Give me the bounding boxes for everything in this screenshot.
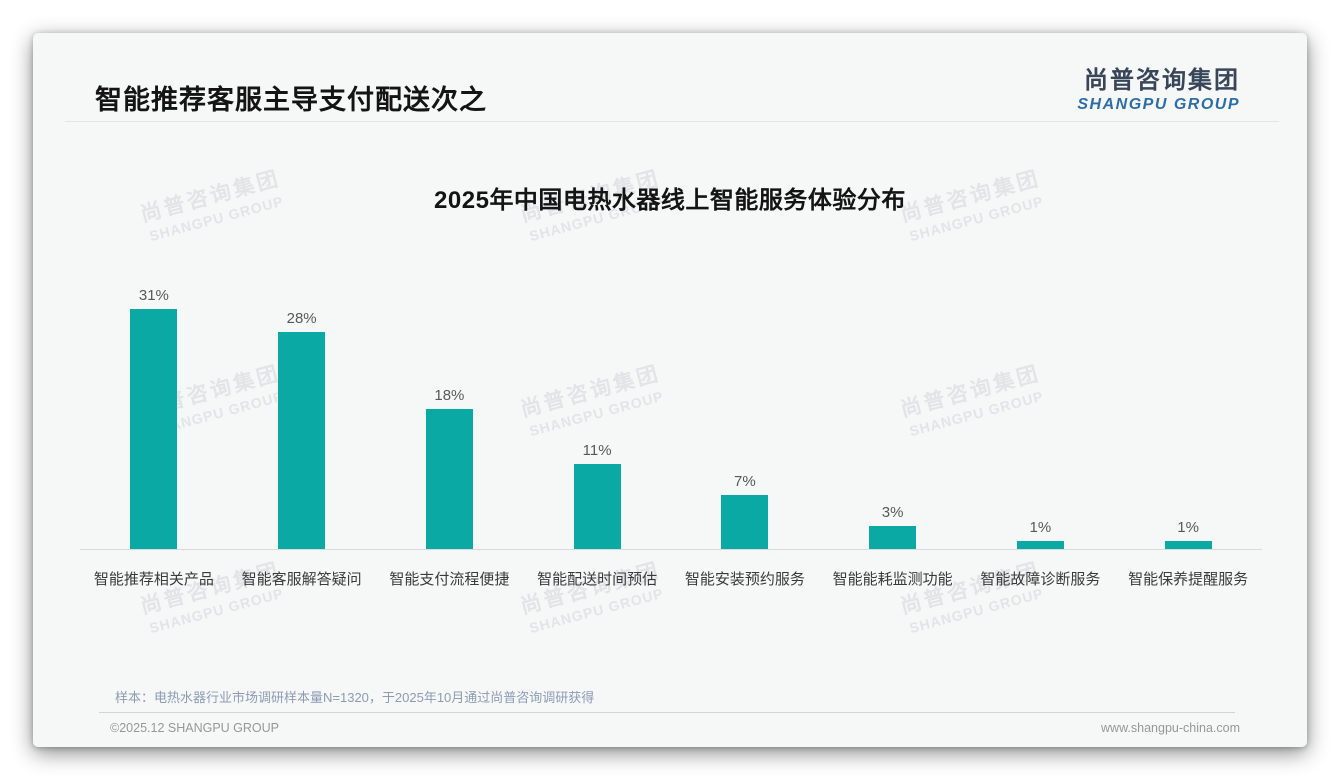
bar-column: 3% <box>819 286 967 549</box>
bar-column: 7% <box>671 286 819 549</box>
bar <box>278 332 326 549</box>
bar-value-label: 28% <box>286 310 317 327</box>
x-axis-labels: 智能推荐相关产品 智能客服解答疑问 智能支付流程便捷 智能配送时间预估 智能安装预约服务… <box>80 568 1262 589</box>
chart-title: 2025年中国电热水器线上智能服务体验分布 <box>434 187 906 214</box>
bar-column: 31% <box>80 286 228 549</box>
slide-card: 尚普咨询集团 SHANGPU GROUP 尚普咨询集团 SHANGPU GROU… <box>33 33 1307 747</box>
x-axis-label: 智能支付流程便捷 <box>389 571 510 588</box>
x-axis-label: 智能能耗监测功能 <box>832 571 953 588</box>
watermark: 尚普咨询集团 SHANGPU GROUP <box>885 554 1061 642</box>
footer-bar: ©2025.12 SHANGPU GROUP www.shangpu-china… <box>110 721 1240 735</box>
bar <box>1016 541 1064 549</box>
bar-column: 11% <box>523 286 671 549</box>
sample-note: 样本：电热水器行业市场调研样本量N=1320，于2025年10月通过尚普咨询调研… <box>115 690 595 705</box>
bar-value-label: 7% <box>734 473 756 490</box>
bar-column: 28% <box>228 286 376 549</box>
bar <box>130 309 178 549</box>
header-divider <box>65 121 1279 122</box>
bar <box>573 464 621 549</box>
bar-value-label: 1% <box>1029 519 1052 536</box>
bar-column: 18% <box>376 286 524 549</box>
footer-divider <box>99 712 1235 713</box>
bar-column: 1% <box>1114 286 1262 549</box>
watermark: 尚普咨询集团 SHANGPU GROUP <box>505 554 681 642</box>
page-title: 智能推荐客服主导支付配送次之 <box>95 85 487 115</box>
bar-chart: 31% 28% 18% 11% 7% 3% 1% 1% <box>80 286 1262 550</box>
x-axis-label: 智能推荐相关产品 <box>93 571 214 588</box>
bar-value-label: 11% <box>582 442 612 459</box>
website-text: www.shangpu-china.com <box>1101 721 1240 735</box>
watermark-en: SHANGPU GROUP <box>147 585 286 637</box>
bar-value-label: 1% <box>1177 519 1199 536</box>
x-axis-label: 智能故障诊断服务 <box>980 571 1101 588</box>
bar-value-label: 3% <box>881 504 904 521</box>
x-axis-label: 智能客服解答疑问 <box>241 571 362 588</box>
copyright-text: ©2025.12 SHANGPU GROUP <box>110 721 279 735</box>
watermark-en: SHANGPU GROUP <box>907 585 1046 637</box>
x-axis-label: 智能配送时间预估 <box>537 571 658 588</box>
bar <box>721 495 769 549</box>
company-logo-en: SHANGPU GROUP <box>1077 96 1240 113</box>
watermark: 尚普咨询集团 SHANGPU GROUP <box>125 554 301 642</box>
bar-column: 1% <box>967 286 1115 549</box>
x-axis-label: 智能保养提醒服务 <box>1128 571 1249 588</box>
company-logo-cn: 尚普咨询集团 <box>1084 67 1240 94</box>
watermark-en: SHANGPU GROUP <box>527 585 666 637</box>
bar <box>425 409 473 549</box>
x-axis-label: 智能安装预约服务 <box>684 571 805 588</box>
bar <box>1164 541 1212 549</box>
bar-value-label: 31% <box>138 287 169 304</box>
bar <box>869 526 917 549</box>
company-logo: 尚普咨询集团 SHANGPU GROUP <box>1077 60 1240 114</box>
bar-value-label: 18% <box>434 387 465 404</box>
